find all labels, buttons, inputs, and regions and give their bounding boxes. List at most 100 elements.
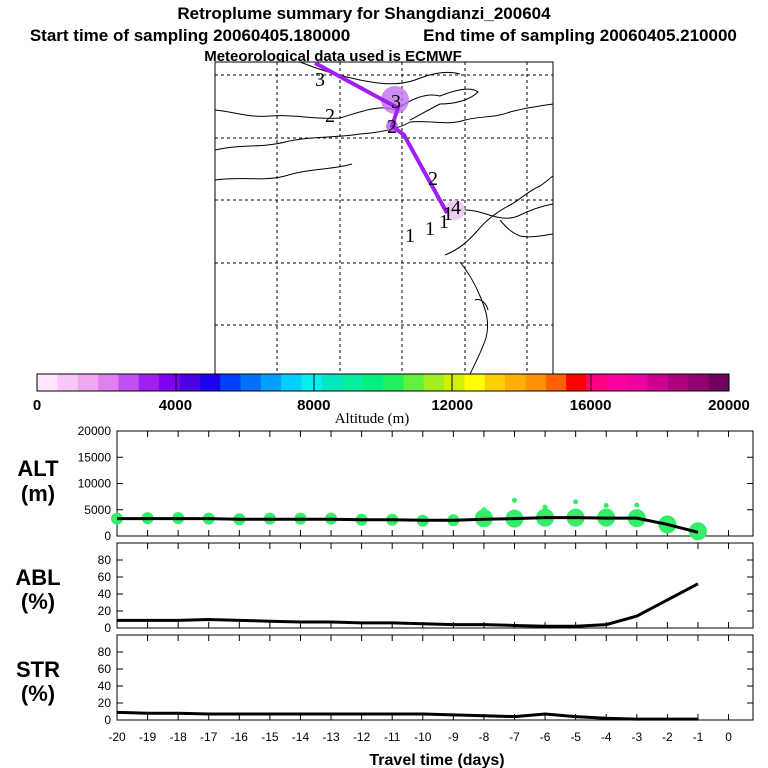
colorbar-title: Altitude (m) — [335, 411, 410, 427]
plume-member-point — [634, 502, 640, 508]
map-cluster-label: 2 — [428, 168, 438, 190]
colorbar-swatch — [199, 374, 221, 391]
plume-member-point — [481, 507, 487, 513]
colorbar-swatch — [118, 374, 140, 391]
y-tick-label: 20000 — [78, 424, 112, 438]
panel-label-abl: ABL — [15, 565, 60, 590]
panel-label-str: STR — [16, 657, 60, 682]
panel-label-alt: ALT — [17, 456, 59, 481]
colorbar: 0 4000 8000 12000 16000 20000 Altitude (m) — [33, 373, 750, 427]
x-tick-label: -19 — [139, 730, 157, 744]
start-time-label: Start time of sampling 20060405.180000 — [30, 26, 350, 45]
colorbar-swatch — [362, 374, 384, 391]
y-tick-label: 60 — [98, 662, 112, 676]
colorbar-swatch — [98, 374, 119, 391]
map-cluster-label: 1 — [443, 203, 453, 225]
trajectory-line — [314, 61, 449, 214]
colorbar-swatch — [423, 374, 445, 391]
y-tick-label: 20 — [98, 696, 112, 710]
colorbar-swatch — [606, 374, 628, 391]
figure-title: Retroplume summary for Shangdianzi_20060… — [177, 4, 551, 23]
colorbar-tick-label: 8000 — [297, 397, 330, 414]
colorbar-tick-label: 20000 — [708, 397, 750, 414]
colorbar-major-ticks — [175, 374, 592, 391]
panel-abl: 0 20 40 60 80 ABL(%) — [15, 542, 754, 635]
x-tick-label: -2 — [662, 730, 673, 744]
plume-member-point — [542, 504, 548, 510]
x-tick-label: -1 — [693, 730, 704, 744]
panel-frame — [116, 542, 754, 629]
x-tick-label: -5 — [570, 730, 581, 744]
map-cluster-label: 3 — [391, 91, 401, 113]
colorbar-swatch — [281, 374, 303, 391]
panel-frame — [116, 634, 754, 721]
map-cluster-label: 2 — [325, 105, 335, 127]
y-tick-label: 0 — [104, 529, 111, 543]
map-frame — [214, 61, 554, 375]
colorbar-swatch — [545, 374, 567, 391]
y-tick-label: 10000 — [78, 477, 112, 491]
y-tick-label: 0 — [104, 713, 111, 727]
map-cluster-label: 1 — [439, 211, 449, 233]
plume-member-point — [573, 499, 579, 505]
panel-unit-abl: (%) — [21, 589, 55, 614]
x-tick-label: -13 — [322, 730, 340, 744]
colorbar-tick-label: 4000 — [159, 397, 192, 414]
x-tick-label: -16 — [231, 730, 249, 744]
map-cluster-label: 1 — [425, 218, 435, 240]
colorbar-swatch — [403, 374, 425, 391]
x-tick-label: -3 — [631, 730, 642, 744]
colorbar-swatch — [484, 374, 506, 391]
colorbar-swatch — [708, 374, 730, 391]
colorbar-swatch — [505, 374, 526, 391]
colorbar-tick-label: 12000 — [431, 397, 473, 414]
panel-unit-str: (%) — [21, 681, 55, 706]
colorbar-tick-label: 16000 — [570, 397, 612, 414]
map-gridlines — [215, 62, 553, 374]
colorbar-swatch — [301, 374, 323, 391]
x-tick-label: -7 — [509, 730, 520, 744]
y-tick-label: 0 — [104, 621, 111, 635]
plume-cluster-large — [381, 86, 409, 114]
plume-cluster-origin — [445, 200, 465, 220]
colorbar-swatch — [57, 374, 79, 391]
colorbar-swatches — [37, 374, 730, 391]
colorbar-tick-labels: 0 4000 8000 12000 16000 20000 — [33, 397, 750, 414]
colorbar-swatch — [321, 374, 343, 391]
colorbar-swatch — [647, 374, 669, 391]
x-tick-label: -6 — [540, 730, 551, 744]
y-tick-label: 40 — [98, 679, 112, 693]
y-tick-label: 40 — [98, 587, 112, 601]
x-tick-label: -11 — [384, 730, 401, 744]
x-tick-label: -20 — [108, 730, 126, 744]
colorbar-swatch — [138, 374, 160, 391]
map-cluster-label: 1 — [405, 225, 415, 247]
colorbar-swatch — [525, 374, 547, 391]
colorbar-swatch — [464, 374, 486, 391]
x-tick-label: 0 — [725, 730, 732, 744]
colorbar-swatch — [240, 374, 262, 391]
colorbar-tick-label: 0 — [33, 397, 41, 414]
series-line-abl — [117, 582, 699, 628]
y-tick-label: 15000 — [78, 450, 112, 464]
end-time-label: End time of sampling 20060405.210000 — [423, 26, 737, 45]
colorbar-swatch — [444, 374, 465, 391]
colorbar-swatch — [260, 374, 282, 391]
x-tick-label: -8 — [479, 730, 490, 744]
y-tick-label: 80 — [98, 645, 112, 659]
map-cluster-label: 2 — [387, 116, 397, 138]
y-tick-label: 80 — [98, 553, 112, 567]
plume-track — [314, 61, 465, 220]
map-cluster-label: 3 — [315, 69, 325, 91]
map-cluster-label: 4 — [451, 197, 461, 219]
plume-member-point — [512, 497, 517, 503]
x-axis-title: Travel time (days) — [369, 752, 504, 768]
y-tick-label: 60 — [98, 570, 112, 584]
x-tick-label: -10 — [414, 730, 432, 744]
y-tick-label: 20 — [98, 604, 112, 618]
colorbar-swatch — [179, 374, 201, 391]
